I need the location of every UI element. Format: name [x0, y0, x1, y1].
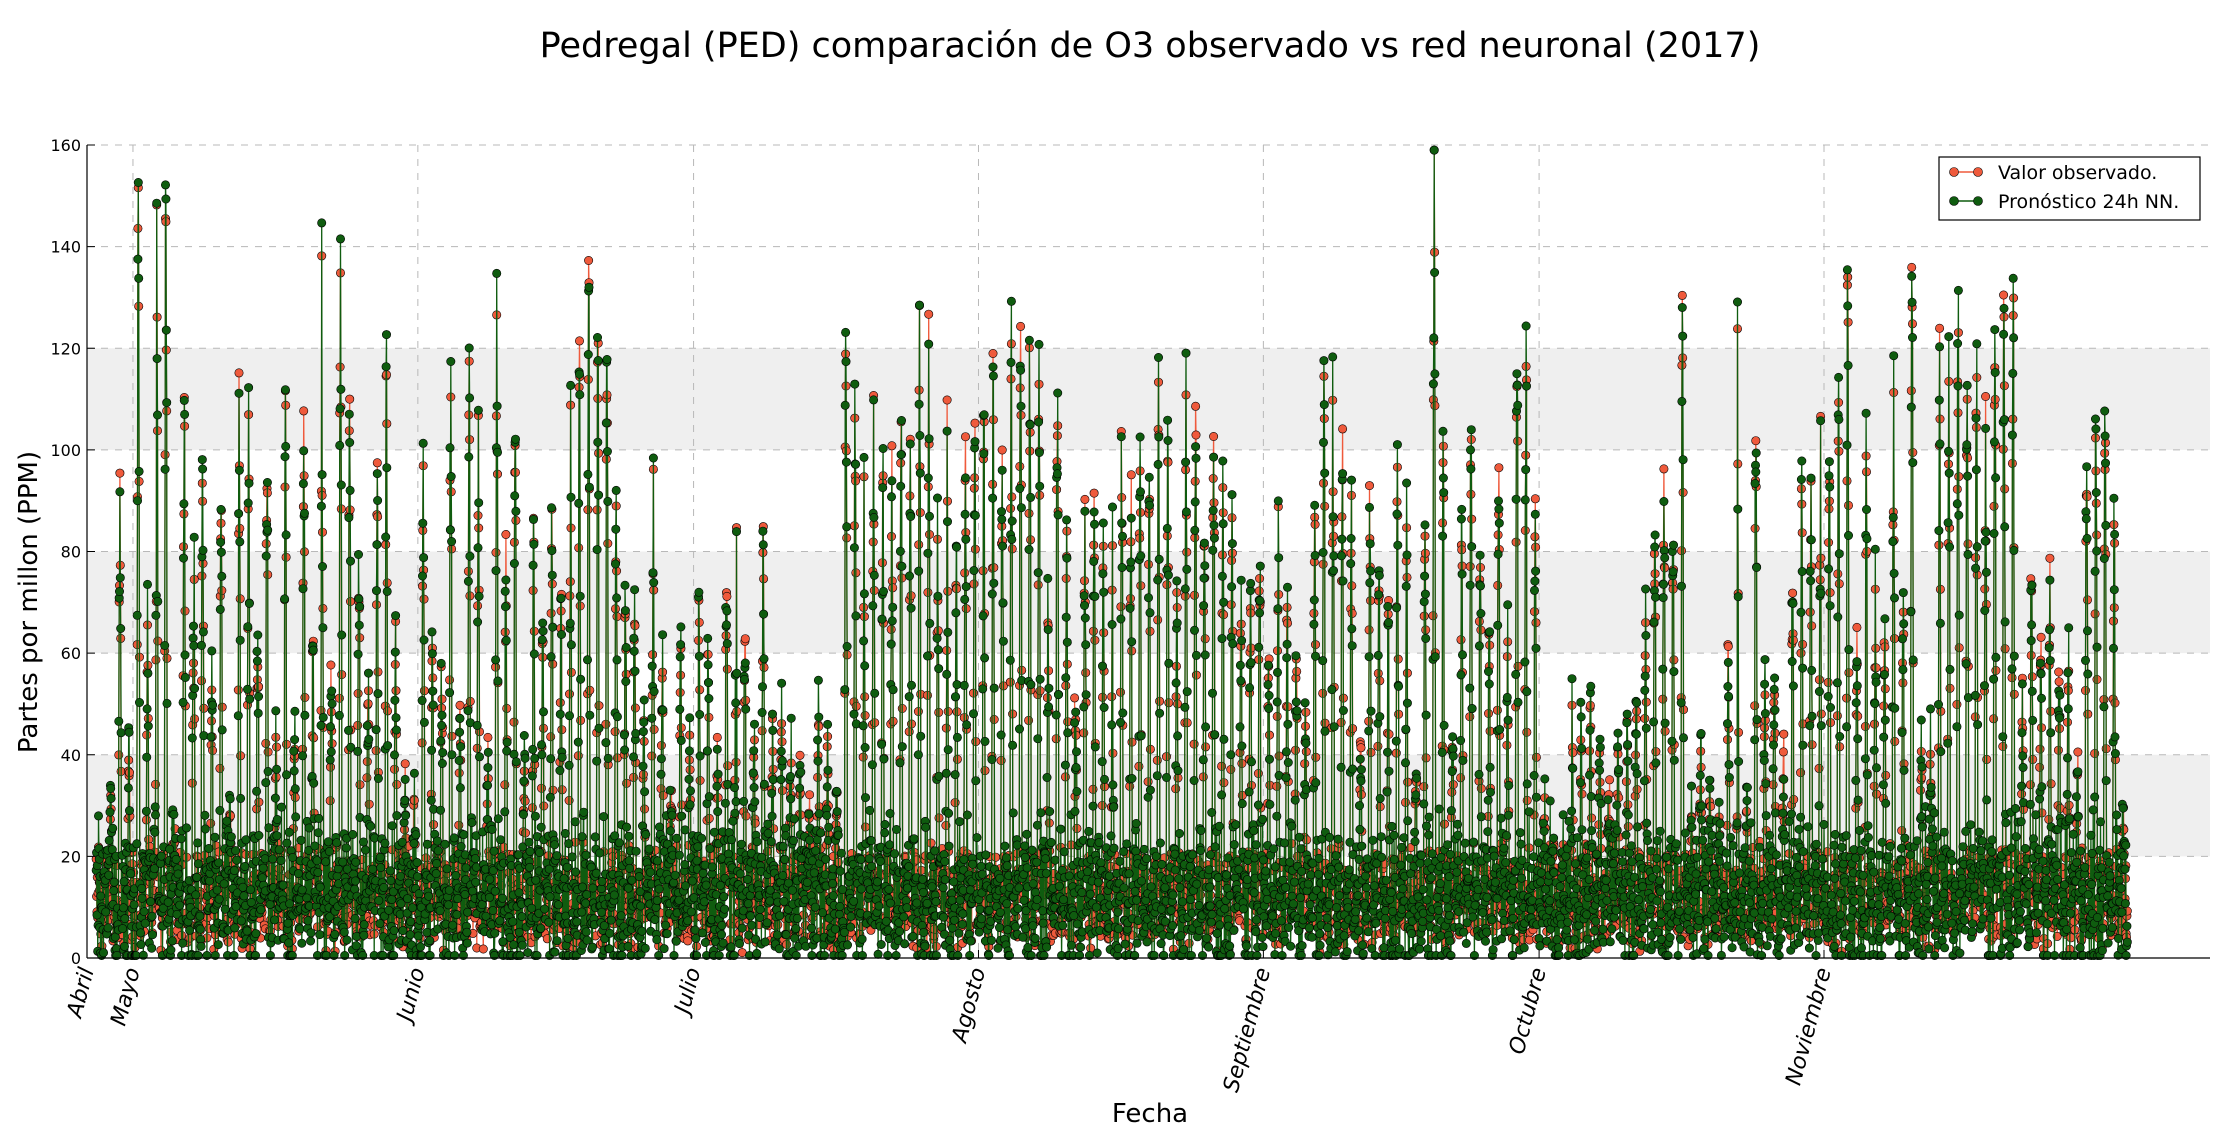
chart-title: Pedregal (PED) comparación de O3 observa… [540, 26, 1761, 66]
data-point-observed [1356, 743, 1366, 753]
data-point-observed [924, 309, 934, 319]
data-point-observed [1080, 494, 1090, 504]
data-point-observed [887, 441, 897, 451]
data-point-observed [455, 700, 465, 710]
data-point-observed [1907, 262, 1917, 272]
data-point-observed [574, 336, 584, 346]
data-point-observed [234, 368, 244, 378]
data-point-observed [795, 750, 805, 760]
data-point-observed [1070, 693, 1080, 703]
data-point-observed [712, 732, 722, 742]
data-point-observed [1301, 707, 1311, 717]
data-point-observed [988, 348, 998, 358]
data-point-observed [1788, 588, 1798, 598]
data-point-observed [1605, 775, 1615, 785]
data-point-observed [1723, 641, 1733, 651]
data-point-observed [960, 432, 970, 442]
data-point-observed [478, 944, 488, 954]
data-point-observed [299, 406, 309, 416]
data-point-observed [372, 458, 382, 468]
data-point-observed [1191, 401, 1201, 411]
shaded-band [87, 348, 2210, 450]
data-point-observed [1209, 431, 1219, 441]
data-point-observed [740, 634, 750, 644]
data-point-observed [1338, 424, 1348, 434]
data-point-observed [1677, 290, 1687, 300]
data-point-observed [1935, 323, 1945, 333]
data-point-observed [942, 395, 952, 405]
data-point-observed [1254, 586, 1264, 596]
data-point-observed [272, 742, 282, 752]
data-point-observed [1089, 488, 1099, 498]
data-point-observed [1659, 464, 1669, 474]
data-point-observed [970, 418, 980, 428]
data-point-observed [1751, 436, 1761, 446]
data-point-observed [991, 852, 1001, 862]
data-point-observed [1494, 463, 1504, 473]
series-layer [91, 145, 2132, 960]
data-point-observed [1365, 481, 1375, 491]
data-point-observed [1852, 622, 1862, 632]
data-point-observed [421, 853, 431, 863]
data-point-observed [997, 445, 1007, 455]
data-point-observed [1191, 430, 1201, 440]
data-point-observed [1126, 470, 1136, 480]
data-point-observed [1530, 494, 1540, 504]
data-point-observed [501, 529, 511, 539]
data-point-observed [1016, 321, 1026, 331]
data-point-observed [1981, 391, 1991, 401]
data-point-observed [805, 790, 815, 800]
data-point-observed [926, 838, 936, 848]
data-point-observed [584, 255, 594, 265]
data-point-observed [483, 732, 493, 742]
data-point-observed [1778, 747, 1788, 757]
data-point-observed [345, 394, 355, 404]
data-point-observed [722, 591, 732, 601]
data-point-observed [683, 936, 693, 946]
data-point-observed [326, 660, 336, 670]
data-point-observed [115, 468, 125, 478]
data-point-observed [1779, 729, 1789, 739]
data-point-observed [400, 759, 410, 769]
data-point-observed [223, 937, 233, 947]
